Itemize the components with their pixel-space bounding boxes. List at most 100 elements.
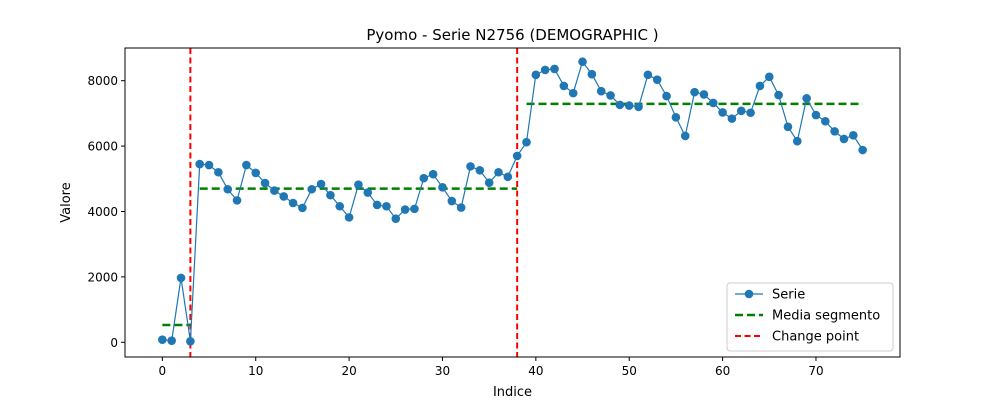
series-point: [746, 108, 755, 118]
series-point: [578, 57, 587, 67]
x-tick-label: 70: [808, 364, 823, 378]
series-point: [615, 100, 625, 110]
series-point: [736, 106, 746, 116]
legend-serie-marker: [744, 289, 754, 299]
series-point: [596, 86, 606, 96]
y-tick-label: 8000: [87, 74, 118, 88]
y-tick-label: 6000: [87, 140, 118, 154]
legend-box: [726, 282, 894, 352]
series-point: [419, 173, 429, 183]
series-point: [634, 102, 643, 112]
series-point: [447, 196, 457, 206]
series-point: [522, 137, 531, 147]
y-axis-label: Valore: [59, 182, 74, 222]
x-axis-label: Indice: [493, 385, 532, 400]
series-point: [652, 75, 662, 85]
series-point: [774, 90, 783, 100]
series-point: [438, 182, 447, 192]
series-point: [708, 98, 718, 108]
axes-layer: 0 10 20 30 40 50 60 70 0 2000 4000 6000 8000: [87, 74, 823, 378]
series-point: [755, 81, 765, 91]
series-point: [167, 336, 176, 345]
series-point: [466, 162, 475, 171]
series-point: [624, 101, 634, 110]
plot-layer: [158, 48, 867, 357]
series-line: [162, 60, 864, 342]
series-point: [792, 136, 802, 146]
series-point: [830, 127, 839, 136]
series-point: [288, 198, 298, 208]
series-point: [242, 160, 251, 170]
series-point: [316, 179, 326, 189]
x-tick-label: 10: [248, 364, 263, 378]
series-point: [811, 110, 821, 120]
series-point: [260, 178, 270, 188]
series-point: [662, 91, 671, 101]
chart-title: Pyomo - Serie N2756 (DEMOGRAPHIC ): [366, 26, 658, 44]
series-point: [456, 203, 466, 212]
y-tick-label: 0: [110, 336, 118, 350]
y-tick-label: 2000: [87, 270, 118, 284]
series-point: [176, 273, 186, 283]
legend-label: Change point: [772, 330, 859, 345]
x-tick-label: 60: [715, 364, 730, 378]
series-point: [410, 204, 419, 214]
series-point: [690, 87, 699, 97]
series-point: [204, 160, 214, 170]
series-point: [783, 122, 793, 132]
series-point: [307, 184, 317, 194]
series-point: [428, 169, 438, 179]
series-point: [671, 113, 681, 122]
series-point: [279, 192, 289, 201]
plot-frame: [124, 47, 901, 358]
series-point: [195, 159, 204, 169]
series-point: [158, 335, 167, 344]
series-point: [540, 65, 550, 75]
series-point: [764, 72, 774, 82]
x-tick-label: 50: [622, 364, 637, 378]
x-tick-label: 0: [159, 364, 167, 378]
series-point: [391, 214, 401, 223]
series-point: [727, 114, 737, 123]
series-point: [849, 131, 858, 140]
series-point: [186, 337, 195, 346]
series-point: [699, 90, 709, 99]
series-point: [354, 180, 363, 189]
series-point: [494, 167, 503, 177]
series-point: [531, 70, 541, 80]
series-point: [400, 205, 410, 214]
series-point: [232, 196, 242, 205]
series-point: [475, 165, 485, 175]
series-point: [503, 172, 513, 182]
series-point: [821, 116, 830, 126]
series-point: [251, 168, 261, 178]
y-tick-label: 4000: [87, 205, 118, 219]
series-point: [326, 190, 335, 200]
series-point: [214, 167, 223, 177]
series-point: [643, 70, 653, 80]
series-point: [344, 213, 354, 222]
series-point: [382, 201, 391, 211]
series-point: [223, 184, 233, 194]
legend-label: Serie: [772, 288, 805, 303]
series-point: [550, 64, 559, 74]
series-point: [680, 131, 690, 141]
x-tick-label: 20: [341, 364, 356, 378]
series-point: [587, 69, 597, 79]
series-point: [372, 200, 382, 210]
series-point: [335, 201, 345, 211]
series-point: [606, 91, 615, 100]
legend: Serie Media segmento Change point: [726, 282, 894, 352]
series-point: [718, 108, 727, 117]
series-point: [568, 88, 578, 98]
series-point: [559, 81, 569, 91]
series-point: [270, 186, 279, 195]
series-point: [839, 134, 849, 144]
series-point: [512, 151, 522, 161]
x-tick-label: 30: [435, 364, 450, 378]
series-point: [363, 188, 373, 197]
series-point: [298, 203, 307, 213]
series-point: [802, 94, 811, 103]
series-point: [858, 145, 867, 155]
